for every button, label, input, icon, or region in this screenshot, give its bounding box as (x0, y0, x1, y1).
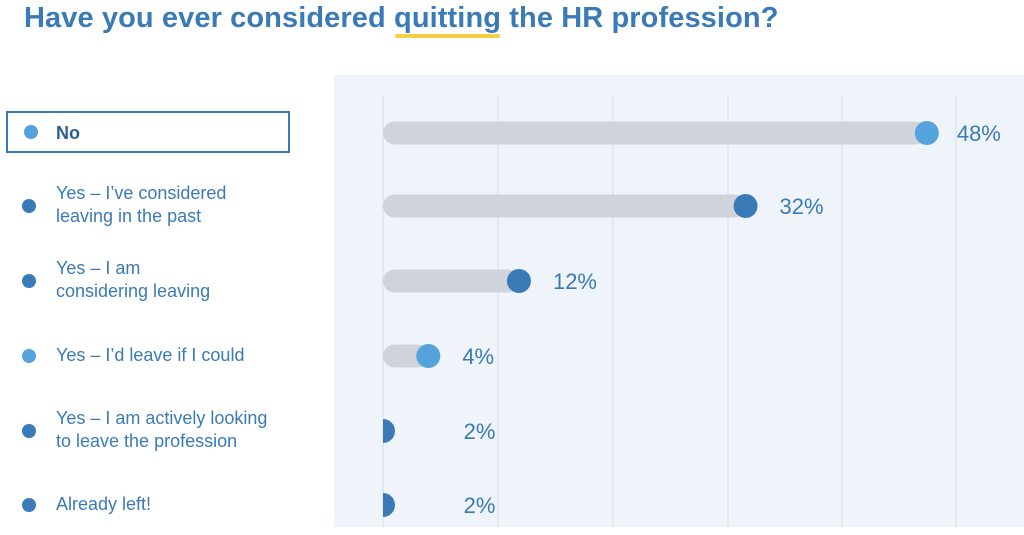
legend-label: No (56, 123, 80, 143)
data-label: 2% (464, 419, 496, 444)
bar-end-dot (416, 344, 441, 368)
legend-label: Yes – I’d leave if I could (56, 345, 245, 365)
data-label: 48% (957, 121, 1001, 146)
legend-label: Yes – I am actively looking to leave the… (56, 408, 268, 451)
bar-end-dot (914, 121, 939, 145)
page-title: Have you ever considered quitting the HR… (24, 2, 779, 38)
data-label: 12% (553, 269, 597, 294)
legend-dot (22, 498, 36, 512)
title-highlight: quitting (394, 2, 502, 38)
bar-end-dot (383, 419, 395, 443)
bar (383, 194, 746, 218)
legend-item[interactable]: Yes – I am considering leaving (0, 255, 290, 301)
chart-panel (334, 75, 1024, 527)
data-label: 32% (780, 194, 824, 219)
title-text-after: the HR profession? (501, 2, 779, 34)
legend-item[interactable]: Yes – I’ve considered leaving in the pas… (0, 180, 290, 226)
legend-label: Yes – I’ve considered leaving in the pas… (56, 183, 227, 226)
legend-dot (22, 424, 36, 438)
data-label: 4% (462, 344, 494, 369)
bar-end-dot (506, 269, 531, 293)
bar (383, 269, 519, 293)
bar-end-dot (383, 493, 395, 517)
legend-item[interactable]: Already left! (0, 491, 290, 535)
legend-item[interactable]: Yes – I am actively looking to leave the… (0, 405, 290, 451)
legend-item[interactable]: Yes – I’d leave if I could (0, 342, 290, 386)
title-text-before: Have you ever considered (24, 2, 394, 34)
legend-dot (22, 199, 36, 213)
bar (383, 344, 429, 368)
bar-end-dot (733, 194, 758, 218)
legend-dot (24, 125, 38, 139)
legend-dot (22, 349, 36, 363)
legend-label: Yes – I am considering leaving (56, 258, 211, 301)
data-label: 2% (464, 493, 496, 518)
legend-label: Already left! (56, 494, 152, 514)
bar (383, 121, 927, 145)
legend-item[interactable]: No (6, 111, 290, 153)
legend-dot (22, 274, 36, 288)
